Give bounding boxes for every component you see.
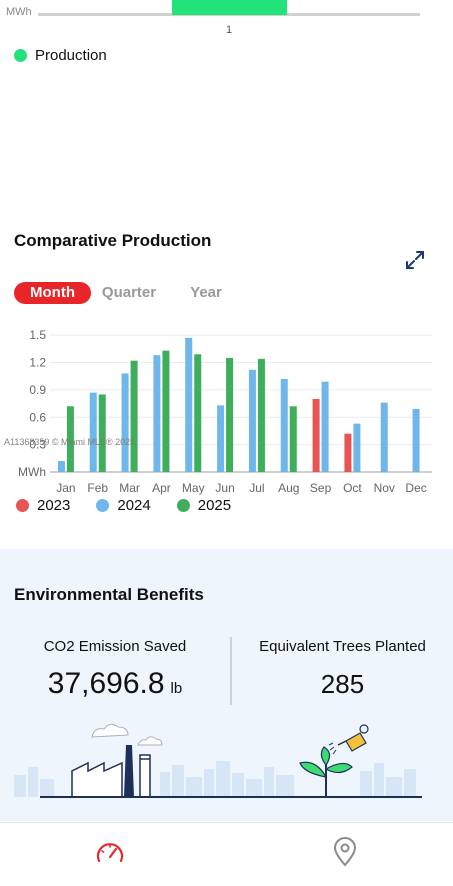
trees-planted-label: Equivalent Trees Planted — [259, 638, 426, 655]
environment-illustration — [14, 723, 422, 798]
x-tick-label: Feb — [87, 481, 108, 495]
bar-2024-Jun — [217, 405, 225, 472]
city-skyline-icon — [14, 761, 416, 797]
y-axis-unit-label: MWh — [18, 465, 46, 479]
bar-2023-Sep — [312, 399, 320, 472]
x-tick-label: Aug — [278, 481, 299, 495]
bar-2023-Oct — [344, 433, 352, 472]
tab-year[interactable]: Year — [190, 284, 222, 301]
top-chart-production-bar — [172, 0, 287, 15]
bottom-navigation — [0, 822, 453, 886]
x-tick-label: Dec — [405, 481, 426, 495]
bar-2025-Apr — [162, 350, 170, 472]
legend-dot-2023 — [16, 499, 29, 512]
bar-2025-Jan — [66, 406, 74, 472]
x-tick-label: Mar — [119, 481, 140, 495]
co2-saved-number: 37,696.8 — [47, 667, 165, 700]
y-tick-label: 0.3 — [29, 438, 46, 452]
bar-2025-Mar — [130, 360, 138, 472]
dashboard-gauge-icon[interactable] — [94, 837, 126, 869]
co2-saved-value: 37,696.8 lb — [0, 667, 230, 701]
bar-2024-Jul — [248, 369, 256, 472]
production-legend-label: Production — [35, 47, 107, 64]
bar-2024-Oct — [353, 423, 361, 472]
environmental-benefits-title: Environmental Benefits — [14, 585, 204, 604]
top-chart-unit: MWh — [6, 6, 32, 18]
bar-2024-Feb — [89, 392, 97, 472]
mls-watermark: A11368359 © Miami MLS® 2025 — [4, 437, 136, 447]
y-tick-label: 1.5 — [29, 328, 46, 342]
x-tick-label: Oct — [343, 481, 362, 495]
top-chart-tick-label: 1 — [225, 24, 233, 36]
legend-item-2023: 2023 — [16, 497, 70, 514]
bar-2024-Dec — [412, 409, 420, 472]
x-tick-label: Jan — [56, 481, 75, 495]
year-legend: 2023 2024 2025 — [16, 497, 257, 514]
y-tick-label: 0.6 — [29, 410, 46, 424]
legend-dot-2025 — [176, 499, 190, 512]
comparative-production-title: Comparative Production — [14, 231, 212, 250]
bar-2024-Sep — [321, 381, 329, 472]
bar-2024-Nov — [380, 402, 388, 472]
legend-dot-2024 — [96, 499, 110, 512]
legend-item-2024: 2024 — [96, 497, 151, 514]
location-pin-icon[interactable] — [332, 837, 358, 867]
co2-saved-unit: lb — [170, 680, 183, 697]
bar-2024-Aug — [280, 378, 288, 472]
co2-saved-label: CO2 Emission Saved — [43, 638, 187, 655]
plant-watering-icon — [299, 724, 369, 797]
bar-2025-Jun — [226, 357, 234, 472]
comparative-production-chart: 1.5 1.2 0.9 0.6 0.3 MWh Jan Feb Mar Apr May Jun Jul A… — [18, 328, 432, 495]
legend-label-2025: 2025 — [197, 497, 232, 514]
legend-label-2024: 2024 — [117, 497, 151, 514]
factory-icon — [71, 745, 151, 798]
bar-2024-Mar — [121, 373, 129, 472]
bar-2025-Feb — [98, 394, 106, 472]
y-tick-label: 1.2 — [29, 356, 46, 370]
trees-planted-value: 285 — [320, 669, 365, 699]
x-tick-label: Jul — [249, 481, 264, 495]
cloud-icon — [91, 723, 163, 746]
legend-label-2023: 2023 — [37, 497, 71, 514]
x-tick-label: Jun — [215, 481, 234, 495]
x-tick-label: Apr — [152, 481, 171, 495]
environmental-benefits-panel: Environmental Benefits CO2 Emission Save… — [0, 549, 453, 821]
tab-quarter[interactable]: Quarter — [101, 284, 157, 301]
bar-2025-May — [194, 354, 202, 472]
bar-2024-Apr — [153, 355, 161, 472]
x-tick-label: May — [182, 481, 205, 495]
tab-month[interactable]: Month — [14, 282, 91, 304]
bar-2025-Jul — [257, 358, 265, 472]
x-tick-label: Sep — [310, 481, 332, 495]
bar-2024-Jan — [57, 461, 65, 472]
expand-icon[interactable] — [405, 250, 425, 270]
bar-2024-May — [185, 337, 193, 472]
metric-divider — [230, 637, 232, 705]
legend-item-2025: 2025 — [176, 497, 232, 514]
production-legend: Production — [14, 47, 107, 64]
y-tick-label: 0.9 — [29, 383, 46, 397]
bar-2025-Aug — [289, 406, 297, 472]
x-tick-label: Nov — [374, 481, 395, 495]
production-legend-dot — [14, 49, 27, 62]
